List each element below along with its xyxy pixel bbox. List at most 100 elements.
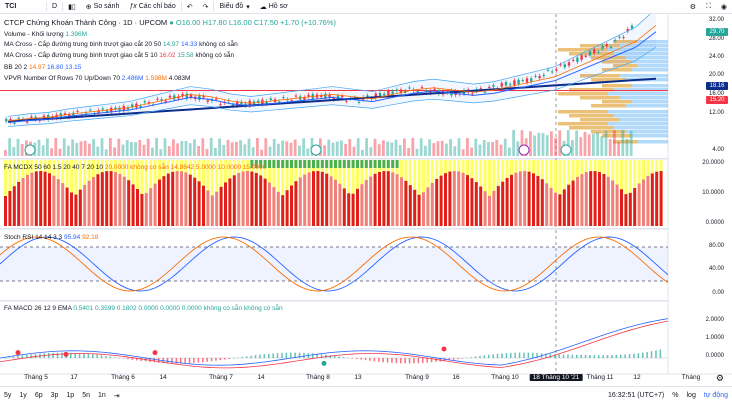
volume-bar [130,141,133,156]
range-1m[interactable]: 1p [66,392,75,399]
candle-body [584,55,587,57]
macd-histogram-bar [215,358,217,361]
signal-marker-f [560,144,572,156]
chart-type-button[interactable]: Biểu đồ ▾ [219,3,250,11]
range-3m[interactable]: 3p [50,392,59,399]
macd-histogram-bar [496,353,499,358]
candle-body [189,94,193,98]
macd-histogram-bar [659,349,662,358]
profile-button[interactable]: ☁ Hồ sơ [259,3,288,11]
stoch-rsi-legend[interactable]: Stoch RSI 14 14 3 3 95.94 92.18 [4,234,99,241]
range-5y[interactable]: 5y [4,392,12,399]
mcdx-bar-green [272,160,276,168]
redo-button[interactable]: ↷ [198,0,214,14]
macd-legend[interactable]: FA MACD 26 12 9 EMA 0.5401 0.3599 0.1802… [4,305,283,312]
x-axis-label: 17 [70,374,78,381]
macd-histogram-bar [56,352,59,358]
volume-bar [403,138,406,156]
toolbar-divider [213,2,215,11]
vpvr-bar [591,104,668,108]
volume-bar [180,140,184,156]
volume-bar [193,139,196,156]
macd-histogram-bar [259,354,261,358]
mcdx-bar-red [540,179,544,226]
volume-bar [100,138,104,156]
status-dot-icon: ● [169,18,174,27]
macd-histogram-bar [514,352,516,358]
candle-body [609,46,613,48]
chart-style-button[interactable]: ▮▯ [63,0,81,14]
indicators-button[interactable]: ƒx Các chỉ báo [129,3,176,10]
price-axis-label: 32.00 [708,17,724,23]
volume-bar [596,132,599,156]
fullscreen-button[interactable]: ⛶ [701,0,716,14]
volume-bar [272,139,276,156]
candle-body [425,90,428,92]
clock-time[interactable]: 16:32:51 (UTC+7) [608,392,665,399]
vpvr-bar-up [580,74,620,78]
x-axis-label: Tháng 6 [111,374,135,381]
volume-bar [4,150,7,156]
ohlc-values: O16.00 H17.80 L16.00 C17.50 +1.70 (+10.7… [175,18,336,27]
volume-bar [20,144,24,156]
candle-body [597,51,600,53]
snapshot-button[interactable]: ◉ [716,0,732,14]
log-toggle[interactable]: log [686,392,696,399]
candle-body [105,110,109,113]
range-1y[interactable]: 1y [19,392,27,399]
volume-bar [503,138,507,156]
mcdx-bar-red [136,189,139,226]
candle-body [236,101,239,106]
mcdx-bar-red [210,195,214,226]
interval-button[interactable]: D [52,3,58,10]
macd-histogram-bar [298,352,301,358]
volume-bar [382,140,385,156]
candle-body [391,91,394,95]
macd-histogram-bar [373,358,376,362]
chart-canvas[interactable] [0,14,732,386]
vpvr-bar-up [602,100,632,104]
mcdx-bar-red [571,180,575,226]
macd-histogram-bar [17,356,19,358]
range-1d[interactable]: 1n [98,392,106,399]
volume-legend[interactable]: Volume - Khối lượng 1.396M [4,31,88,38]
bb-legend[interactable]: BB 20 2 14.97 16.80 13.15 [4,64,82,71]
signal-marker-f [310,144,322,156]
macd-histogram-bar [378,358,380,362]
undo-button[interactable]: ↶ [182,0,198,14]
goto-date-button[interactable]: ⇥ [110,392,124,400]
settings-button[interactable]: ⚙ [685,0,701,14]
mcdx-bar-red [615,184,619,226]
compare-button[interactable]: ⊕ So sánh [85,3,120,11]
vpvr-bar-up [602,68,632,72]
candle-body [89,109,92,111]
volume-bar [335,141,339,156]
mcdx-bar-red [624,194,628,226]
macd-histogram-bar [347,357,349,359]
volume-bar [466,138,469,156]
stoch-rsi-line [0,236,669,292]
range-6m[interactable]: 6p [34,392,43,399]
vpvr-bar-up [569,52,614,56]
macd-histogram-bar [615,354,618,358]
axis-settings-button[interactable]: ⚙ [716,373,724,384]
auto-toggle[interactable]: tự động [703,392,728,399]
mcdx-bar-red [39,171,43,226]
symbol-search[interactable]: TCI [5,3,17,10]
vpvr-bar-up [591,104,626,108]
macd-histogram-bar [276,353,279,358]
candle-body [135,103,138,108]
range-5d[interactable]: 5n [82,392,90,399]
chart-area[interactable]: CTCP Chứng Khoán Thành Công · 1D · UPCOM… [0,14,732,386]
vpvr-legend[interactable]: VPVR Number Of Rows 70 Up/Down 70 2.486M… [4,75,191,82]
mcdx-bar-red [593,171,597,226]
macd-histogram-bar [642,352,644,358]
macd-histogram-bar [30,354,32,358]
candle-body [374,93,377,99]
mcdx-legend[interactable]: FA MCDX 50 60 1.5 20 40 7 20 10 20.0000 … [4,164,267,171]
ma-cross-510-legend[interactable]: MA Cross - Cắp đường trung bình trượt gi… [4,52,235,59]
percent-toggle[interactable]: % [672,392,679,399]
mcdx-bar-red [461,172,465,226]
volume-bar [226,139,230,156]
ma-cross-2050-legend[interactable]: MA Cross - Cắp đường trung bình trượt gi… [4,41,238,48]
